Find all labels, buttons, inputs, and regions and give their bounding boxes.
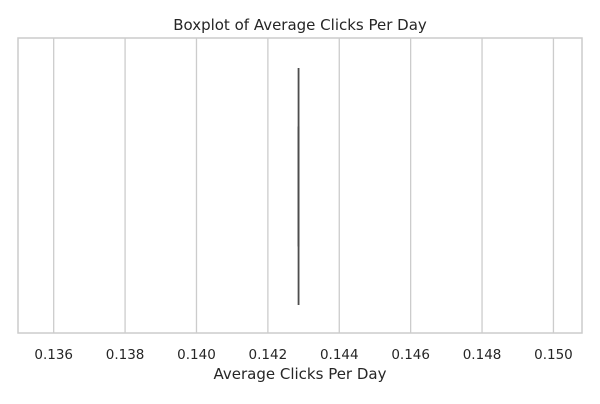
x-tick-label: 0.148 — [463, 347, 502, 363]
x-tick-label: 0.140 — [177, 347, 216, 363]
chart-title: Boxplot of Average Clicks Per Day — [173, 16, 427, 34]
plot-area-frame — [18, 38, 582, 333]
x-tick-label: 0.142 — [249, 347, 288, 363]
x-axis-label: Average Clicks Per Day — [214, 365, 387, 383]
x-grid-lines — [54, 38, 554, 333]
x-tick-label: 0.144 — [320, 347, 359, 363]
x-tick-label: 0.138 — [106, 347, 145, 363]
x-tick-label: 0.146 — [391, 347, 430, 363]
x-tick-label: 0.150 — [534, 347, 573, 363]
x-tick-labels: 0.136 0.138 0.140 0.142 0.144 0.146 0.148 0.150 — [34, 347, 572, 363]
x-tick-label: 0.136 — [34, 347, 73, 363]
